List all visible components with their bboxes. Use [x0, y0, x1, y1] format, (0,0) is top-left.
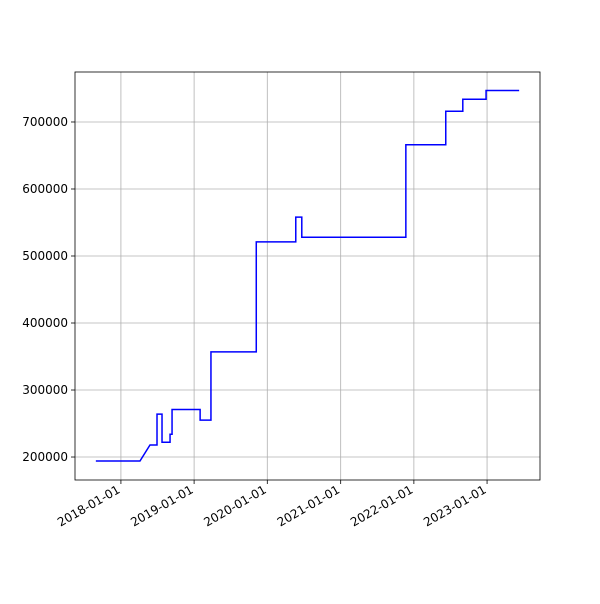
plot-frame [74, 71, 541, 481]
y-tick-label: 400000 [22, 316, 68, 330]
y-tick-label: 600000 [22, 182, 68, 196]
y-tick-label: 700000 [22, 115, 68, 129]
data-line [95, 89, 520, 462]
y-tick-label: 500000 [22, 249, 68, 263]
y-tick-label: 300000 [22, 383, 68, 397]
y-tick-label: 200000 [22, 450, 68, 464]
